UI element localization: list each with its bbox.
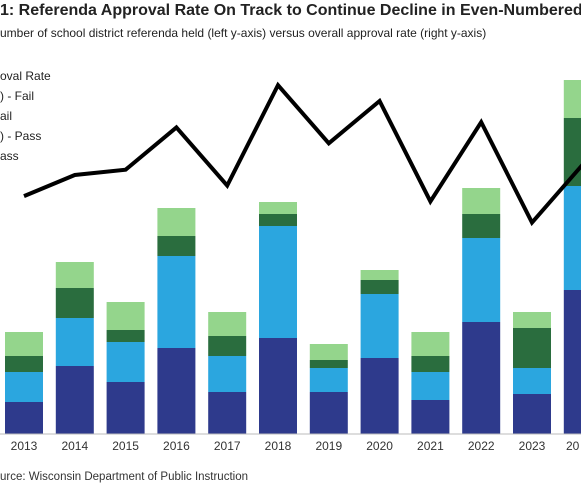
bar-segment — [259, 338, 297, 434]
legend-label: ) - Pass — [0, 129, 41, 143]
bar-segment — [5, 372, 43, 402]
bar-segment — [513, 368, 551, 394]
bar-segment — [259, 214, 297, 226]
source: urce: Wisconsin Department of Public Ins… — [0, 471, 248, 483]
x-tick-label: 2016 — [163, 439, 190, 453]
bar-segment — [360, 358, 399, 434]
x-tick-label: 2018 — [265, 439, 292, 453]
chart-title: 1: Referenda Approval Rate On Track to C… — [0, 2, 581, 19]
x-tick-label: 20 — [566, 439, 580, 453]
legend-label: ail — [0, 109, 12, 123]
bar-segment — [5, 356, 43, 372]
bar-segment — [360, 280, 399, 294]
x-tick-label: 2015 — [112, 439, 139, 453]
bar-segment — [309, 392, 348, 434]
bar-segment — [411, 356, 450, 372]
bar-segment — [157, 208, 196, 236]
bar-segment — [411, 372, 450, 400]
chart-subtitle: umber of school district referenda held … — [0, 26, 486, 40]
bar-segment — [5, 332, 43, 356]
bar-segment — [309, 368, 348, 392]
bar-segment — [513, 394, 551, 434]
bar-segment — [5, 402, 43, 434]
bar-segment — [55, 288, 94, 318]
bar-segment — [157, 236, 196, 256]
x-tick-label: 2023 — [519, 439, 546, 453]
bar-segment — [513, 312, 551, 328]
legend-label: ) - Fail — [0, 89, 34, 103]
bar-segment — [157, 348, 196, 434]
x-tick-label: 2021 — [417, 439, 444, 453]
x-tick-label: 2022 — [468, 439, 495, 453]
bar-segment — [208, 336, 247, 356]
legend-label: ass — [0, 149, 19, 163]
bar-segment — [106, 382, 145, 434]
bar-segment — [513, 328, 551, 368]
bar-segment — [55, 366, 94, 434]
bar-segment — [208, 312, 247, 336]
bar-segment — [462, 238, 501, 322]
bar-segment — [55, 318, 94, 366]
x-tick-label: 2020 — [366, 439, 393, 453]
bar-segment — [563, 186, 581, 290]
x-tick-label: 2014 — [61, 439, 88, 453]
bar-segment — [563, 80, 581, 118]
bar-segment — [157, 256, 196, 348]
bar-segment — [462, 214, 501, 238]
x-tick-label: 2017 — [214, 439, 241, 453]
bar-segment — [259, 202, 297, 214]
bar-segment — [360, 294, 399, 358]
bar-segment — [309, 360, 348, 368]
bar-segment — [563, 290, 581, 434]
bar-segment — [106, 302, 145, 330]
legend-label: oval Rate — [0, 69, 51, 83]
x-tick-label: 2019 — [315, 439, 342, 453]
bar-segment — [462, 322, 501, 434]
bar-segment — [309, 344, 348, 360]
bar-segment — [208, 356, 247, 392]
bar-segment — [259, 226, 297, 338]
bar-segment — [106, 330, 145, 342]
bar-segment — [411, 332, 450, 356]
x-tick-label: 2013 — [11, 439, 38, 453]
bar-segment — [360, 270, 399, 280]
bar-segment — [462, 188, 501, 214]
bar-segment — [411, 400, 450, 434]
bar-segment — [106, 342, 145, 382]
approval-line — [23, 81, 581, 227]
bar-segment — [55, 262, 94, 288]
bar-segment — [208, 392, 247, 434]
